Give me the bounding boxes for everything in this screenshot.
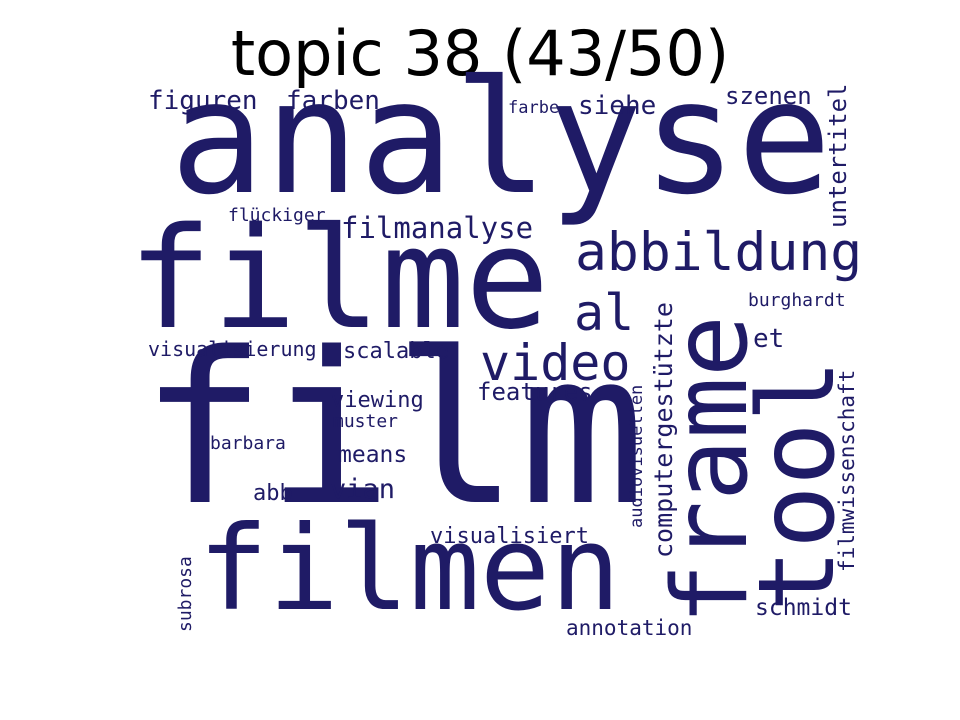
word-abb: abb xyxy=(253,481,293,506)
word-visualisierung: visualisierung xyxy=(148,337,317,361)
word-et: et xyxy=(753,324,785,354)
word-computergestuetzte: computergestützte xyxy=(649,302,678,558)
word-visualisiert: visualisiert xyxy=(430,524,589,549)
word-al: al xyxy=(574,284,635,342)
word-szenen: szenen xyxy=(725,82,812,110)
word-features: features xyxy=(477,378,593,406)
word-farben: farben xyxy=(286,86,380,116)
word-figuren: figuren xyxy=(148,86,258,116)
word-filmen: filmen xyxy=(198,500,621,637)
word-viewing: viewing xyxy=(331,388,424,413)
figure-title: topic 38 (43/50) xyxy=(230,17,730,90)
word-subrosa: subrosa xyxy=(175,556,196,632)
word-annotation: annotation xyxy=(566,616,693,640)
word-burghardt: burghardt xyxy=(748,290,846,311)
word-filmanalyse: filmanalyse xyxy=(341,211,534,245)
word-abbildung: abbildung xyxy=(575,222,863,283)
word-barbara: barbara xyxy=(210,433,286,454)
word-audiovisuellen: audiovisuellen xyxy=(627,384,647,528)
word-flueckiger: flückiger xyxy=(228,205,326,226)
word-untertitel: untertitel xyxy=(824,83,852,229)
word-analyse: analyse xyxy=(170,47,832,230)
word-vian: vian xyxy=(330,474,396,505)
word-schmidt: schmidt xyxy=(755,595,852,621)
word-video: video xyxy=(480,334,631,392)
word-means: means xyxy=(338,442,408,468)
word-siehe: siehe xyxy=(578,91,657,121)
word-farbe: farbe xyxy=(508,98,560,118)
word-scalable: scalable xyxy=(343,339,449,364)
word-filme: filme xyxy=(128,198,550,361)
word-muster: muster xyxy=(333,411,399,432)
word-filmwissenschaft: filmwissenschaft xyxy=(835,369,859,572)
word-film: film xyxy=(140,307,646,552)
